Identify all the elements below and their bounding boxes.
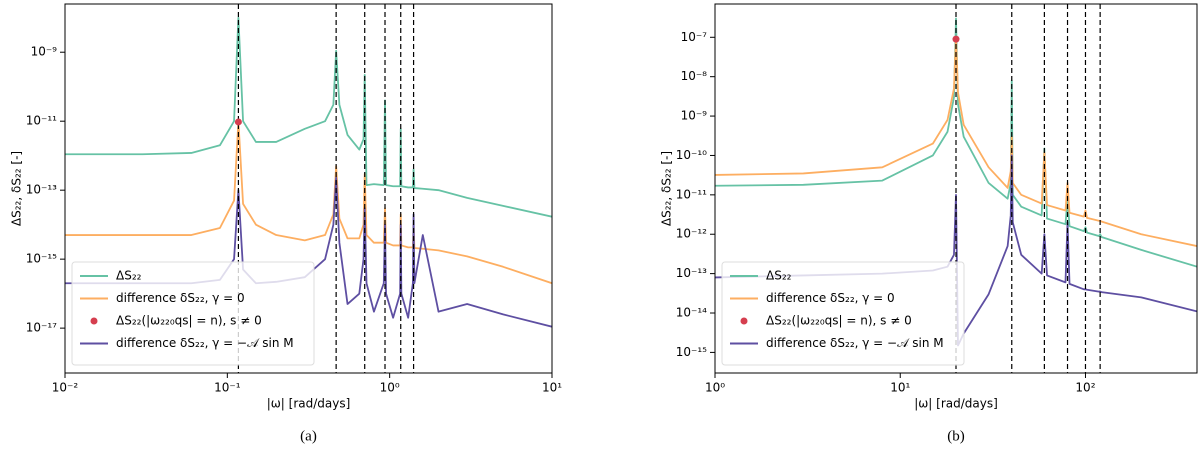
data-point [234,118,242,126]
legend-marker [740,317,748,325]
data-point [952,35,960,43]
axes-frame [64,3,553,374]
legend-box [71,261,315,366]
legend-label: difference δS₂₂, γ = −𝒜 sin M [766,336,944,350]
x-tick-label: 10⁻² [52,381,79,395]
y-tick-label: 10⁻⁸ [681,69,708,83]
series-line [715,17,1197,268]
legend-marker [90,317,98,325]
plot-area [715,4,1197,373]
y-tick-label: 10⁻⁹ [681,109,708,123]
series-line [65,16,552,218]
x-axis-label: |ω| [rad/days] [267,397,351,411]
caption: (a) [300,428,317,444]
series-line [65,176,552,328]
y-tick-label: 10⁻¹⁴ [676,306,707,320]
panel: 10⁰ 10¹ 10² 10⁻¹⁵ 10⁻¹⁴ 10⁻¹³ 10⁻¹² 10⁻¹¹ 10⁻¹⁰ 1… [660,3,1198,444]
x-axis-label: |ω| [rad/days] [914,397,998,411]
y-tick-label: 10⁻¹² [676,227,707,241]
y-tick-label: 10⁻⁹ [31,45,58,59]
legend-label: difference δS₂₂, γ = 0 [766,291,895,305]
y-tick-label: 10⁻¹¹ [676,187,707,201]
legend-label: difference δS₂₂, γ = −𝒜 sin M [116,336,294,350]
series-line [715,36,1197,247]
x-tick-label: 10⁰ [380,381,400,395]
series-line [715,154,1197,347]
y-tick-label: 10⁻¹³ [676,266,707,280]
y-tick-label: 10⁻⁷ [681,30,708,44]
caption: (b) [947,428,965,444]
x-tick-label: 10⁻¹ [214,381,241,395]
y-axis-label: ΔS₂₂, δS₂₂ [-] [660,151,674,226]
y-tick-label: 10⁻¹⁵ [676,345,707,359]
legend-label: ΔS₂₂ [766,269,792,283]
series-line [65,120,552,285]
y-tick-label: 10⁻¹⁵ [26,252,57,266]
y-tick-label: 10⁻¹³ [26,183,57,197]
x-tick-label: 10¹ [542,381,562,395]
legend-label: ΔS₂₂ [116,269,142,283]
legend-label: ΔS₂₂(|ω₂₂₀qs| = n), s ≠ 0 [116,314,262,328]
x-tick-label: 10⁰ [705,381,725,395]
x-tick-label: 10¹ [890,381,910,395]
y-tick-label: 10⁻¹¹ [26,114,57,128]
y-tick-label: 10⁻¹⁷ [26,321,57,335]
axes-frame [714,3,1198,374]
panel: 10⁻² 10⁻¹ 10⁰ 10¹ 10⁻¹⁷ 10⁻¹⁵ 10⁻¹³ 10⁻¹¹ 10⁻⁹ |ω… [10,3,562,444]
legend-label: difference δS₂₂, γ = 0 [116,291,245,305]
legend-box [721,261,965,366]
legend-label: ΔS₂₂(|ω₂₂₀qs| = n), s ≠ 0 [766,314,912,328]
x-tick-label: 10² [1075,381,1095,395]
y-axis-label: ΔS₂₂, δS₂₂ [-] [10,151,24,226]
y-tick-label: 10⁻¹⁰ [676,148,707,162]
